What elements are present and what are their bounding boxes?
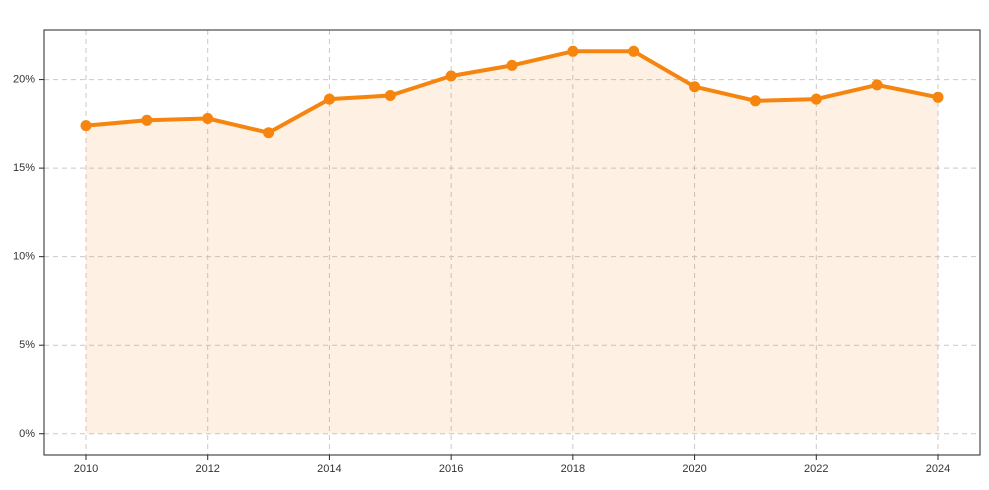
data-point — [202, 113, 214, 124]
data-point — [506, 59, 518, 71]
x-tick-label: 2020 — [682, 463, 706, 475]
y-tick-label: 20% — [13, 74, 35, 86]
data-point — [323, 93, 335, 105]
x-tick-label: 2018 — [561, 463, 585, 475]
data-point — [749, 95, 761, 107]
data-point — [567, 45, 579, 57]
data-point — [932, 91, 944, 103]
y-tick-label: 0% — [19, 428, 35, 440]
data-point — [263, 127, 275, 139]
data-point — [445, 70, 457, 82]
x-tick-label: 2024 — [926, 463, 950, 475]
y-tick-label: 10% — [13, 251, 35, 263]
y-tick-label: 5% — [19, 339, 35, 351]
plot-border — [43, 29, 981, 456]
x-tick-label: 2014 — [317, 463, 341, 475]
y-tick-label: 15% — [13, 162, 35, 174]
area-fill — [86, 51, 938, 434]
x-tick-label: 2010 — [74, 463, 98, 475]
data-point — [871, 79, 883, 91]
data-point — [141, 114, 153, 126]
x-tick-label: 2012 — [195, 463, 219, 475]
data-point — [628, 45, 640, 57]
x-tick-label: 2022 — [804, 463, 828, 475]
data-point — [810, 93, 822, 105]
x-tick-label: 2016 — [439, 463, 463, 475]
data-point — [689, 81, 701, 93]
data-point — [384, 90, 396, 101]
data-point — [80, 120, 92, 132]
